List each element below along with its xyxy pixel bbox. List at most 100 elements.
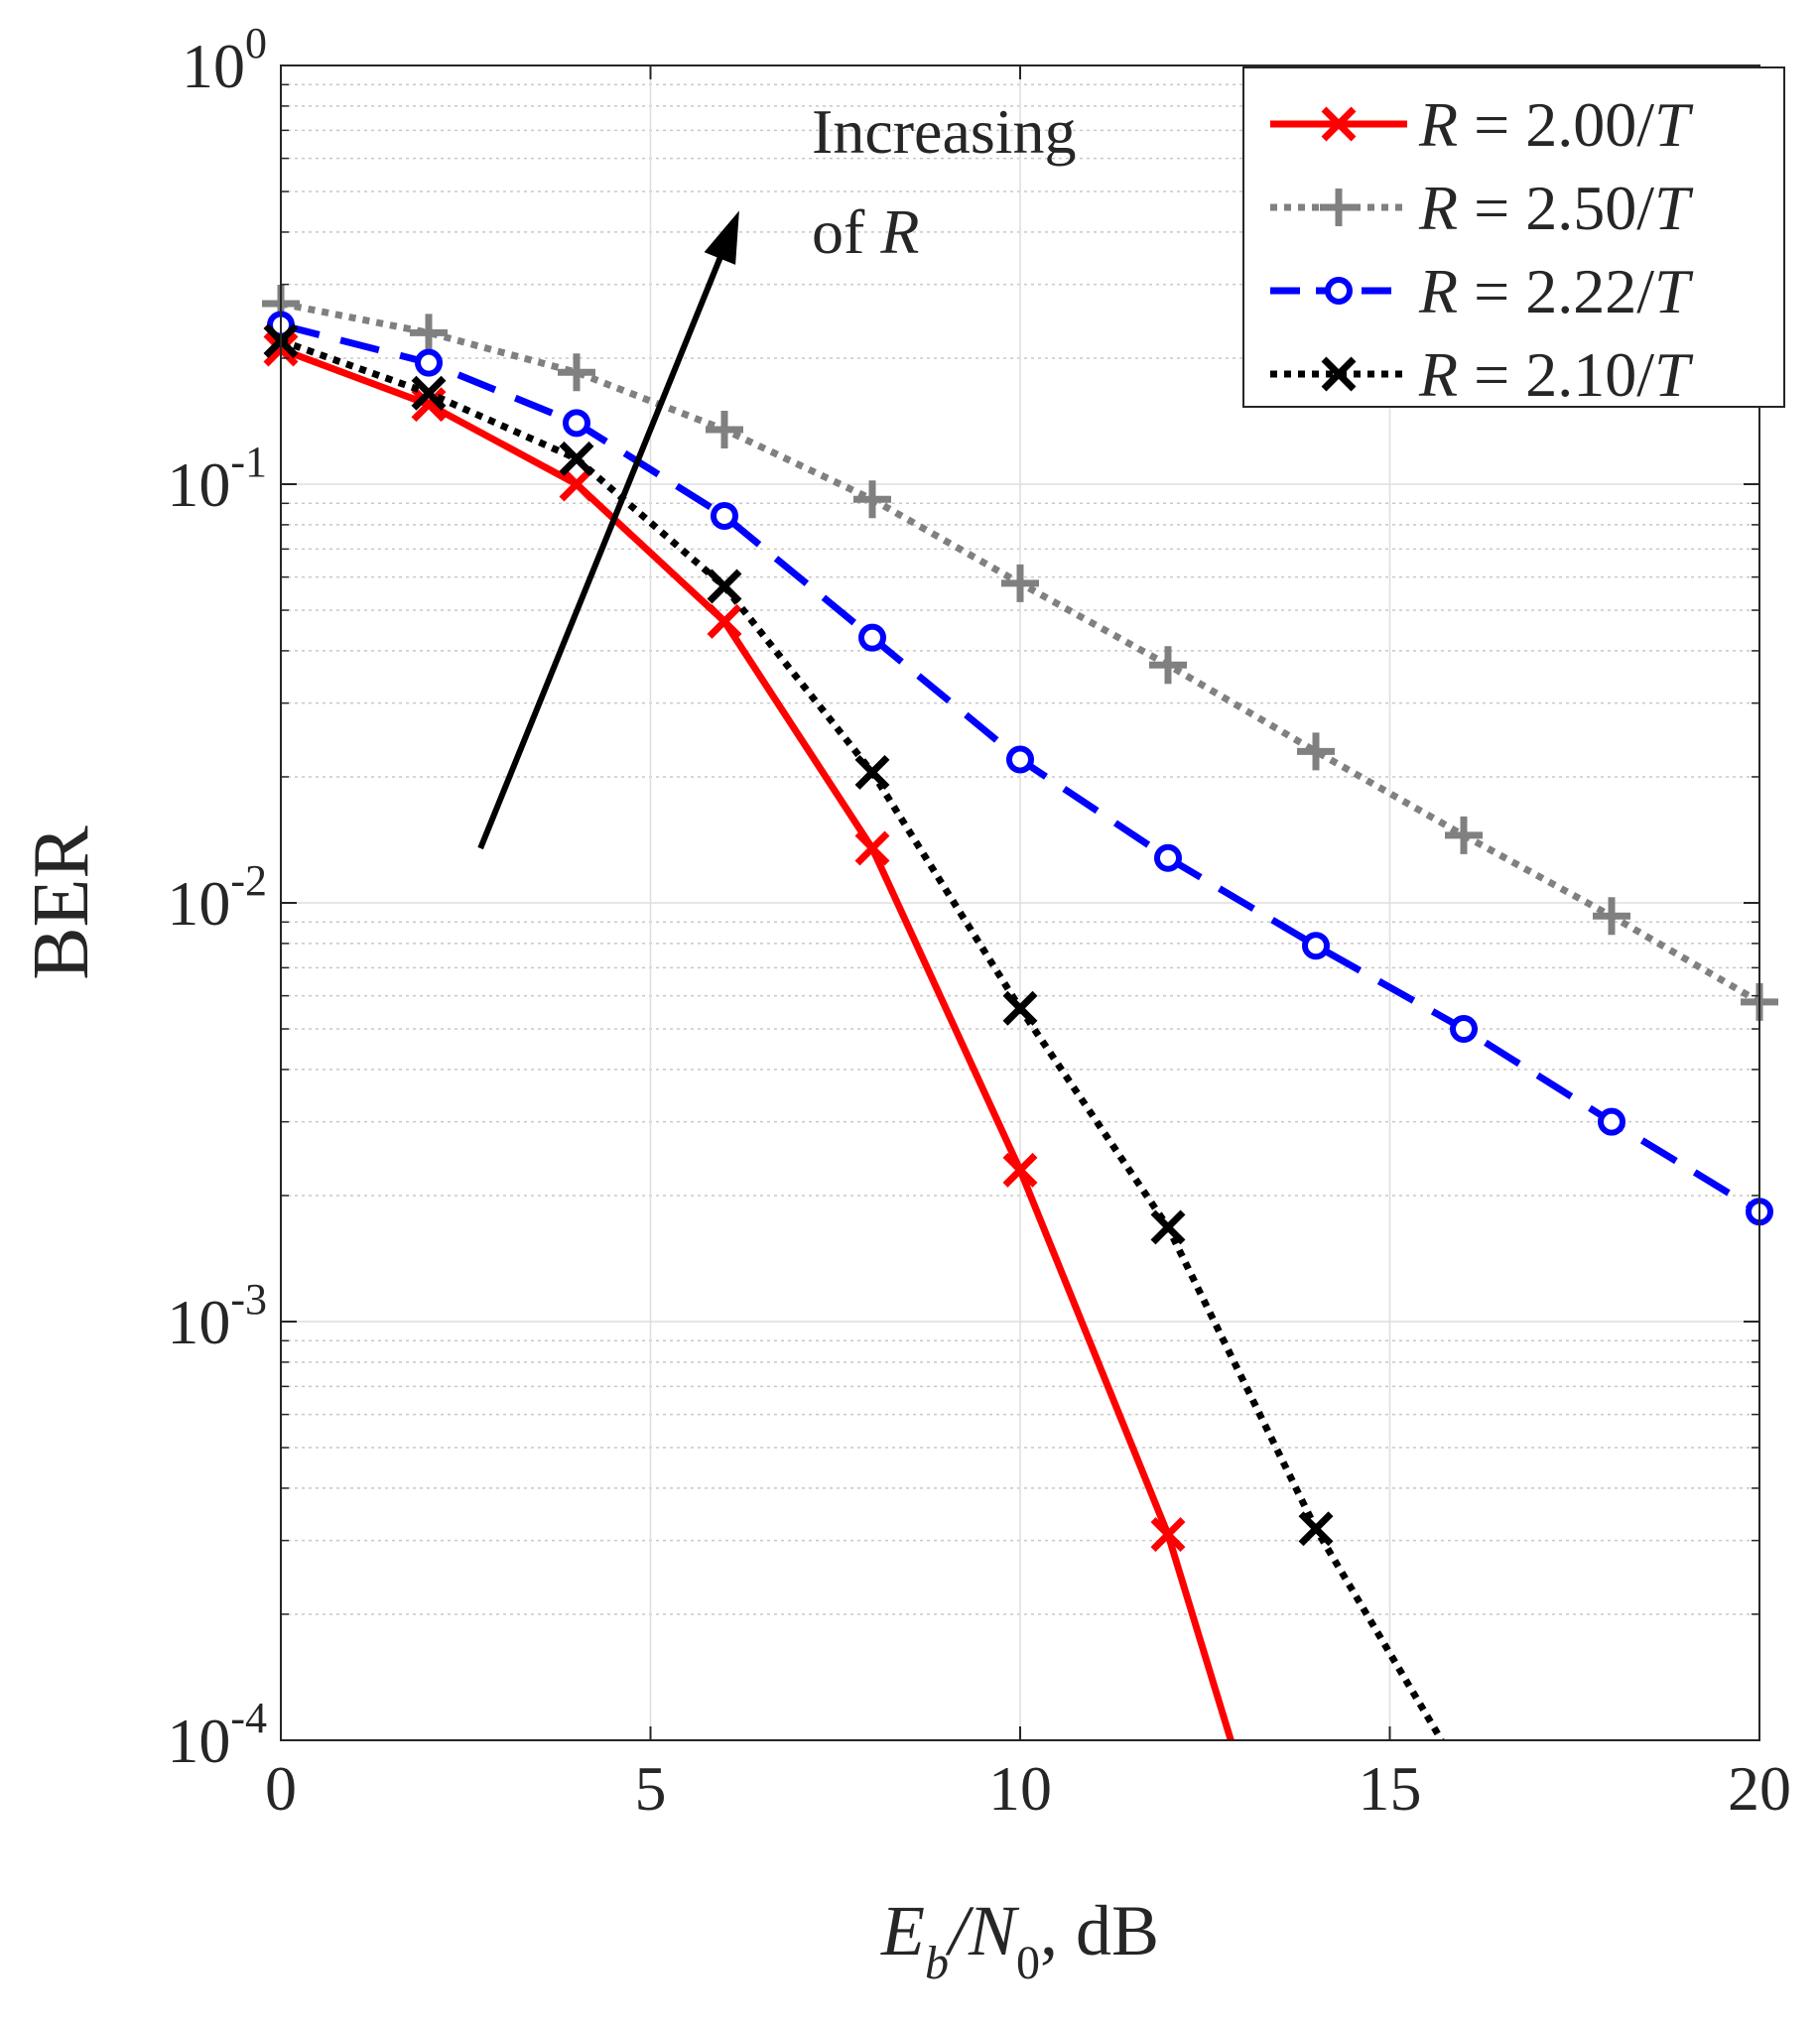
data-point <box>559 466 594 502</box>
legend-marker <box>1320 189 1358 226</box>
y-tick-base: 10 <box>167 868 230 939</box>
marker-circle <box>563 409 590 438</box>
data-point <box>707 569 742 604</box>
x-tick-label: 10 <box>988 1753 1052 1824</box>
annotation-line2: of R <box>812 196 919 267</box>
marker-x-stroke <box>559 441 594 476</box>
data-point <box>410 314 448 352</box>
marker-x-stroke <box>411 387 447 423</box>
marker-circle <box>1154 843 1182 872</box>
legend-label-var: R <box>1418 339 1458 410</box>
x-axis-label-sub-0: 0 <box>1016 1937 1040 1989</box>
legend-label-unit: T <box>1654 89 1694 160</box>
legend-item: R = 2.22/T <box>1270 256 1694 326</box>
x-tick-label: 15 <box>1359 1753 1422 1824</box>
data-point <box>706 410 743 448</box>
data-point <box>558 353 595 392</box>
data-point <box>1001 564 1039 602</box>
y-tick-exponent: -4 <box>230 1694 267 1742</box>
marker-circle <box>415 348 443 377</box>
legend-label: R = 2.10/T <box>1418 339 1694 410</box>
y-tick-base: 10 <box>167 1287 230 1357</box>
marker-x-stroke <box>854 830 890 866</box>
marker-circle <box>711 501 738 530</box>
legend-items: R = 2.00/TR = 2.50/TR = 2.22/TR = 2.10/T <box>1270 89 1694 410</box>
marker-circle <box>1450 1015 1478 1044</box>
marker-x-stroke <box>707 569 742 604</box>
marker-x-stroke <box>411 375 447 411</box>
legend-label: R = 2.50/T <box>1418 173 1694 243</box>
data-point <box>1150 1209 1186 1245</box>
data-point <box>1593 897 1630 936</box>
marker-circle <box>858 623 886 652</box>
data-point <box>1149 646 1187 685</box>
x-tick-label: 5 <box>635 1753 667 1824</box>
marker-circle <box>1325 277 1353 305</box>
y-tick-label: 10-2 <box>167 856 267 939</box>
marker-x-stroke <box>559 466 594 502</box>
legend: R = 2.00/TR = 2.50/TR = 2.22/TR = 2.10/T <box>1242 66 1785 410</box>
x-axis-label-e: E <box>880 1891 925 1970</box>
y-tick-exponent: 0 <box>245 19 267 67</box>
x-axis-label: Eb/N0, dB <box>880 1891 1159 1989</box>
legend-marker <box>1321 106 1357 142</box>
annotation-line1: Increasing <box>812 96 1077 167</box>
data-point <box>1297 732 1335 771</box>
legend-item: R = 2.00/T <box>1270 89 1694 160</box>
data-point <box>707 603 742 639</box>
x-axis-label-unit: , dB <box>1040 1891 1159 1970</box>
marker-x-stroke <box>854 754 890 790</box>
data-point <box>563 409 590 438</box>
legend-label-unit: T <box>1654 173 1694 243</box>
legend-label-unit: T <box>1654 256 1694 326</box>
legend-label-var: R <box>1418 256 1458 326</box>
data-point <box>411 375 447 411</box>
marker-circle <box>1302 932 1330 960</box>
legend-label-value: = 2.22/ <box>1458 256 1654 326</box>
legend-label-value: = 2.10/ <box>1458 339 1654 410</box>
data-point <box>559 441 594 476</box>
series-line <box>281 345 1235 1740</box>
x-tick-label: 20 <box>1728 1753 1791 1824</box>
annotation-line2-var: R <box>879 196 919 267</box>
y-axis-label: BER <box>18 825 105 980</box>
data-point <box>1002 1152 1038 1188</box>
data-point <box>1006 745 1034 774</box>
data-point <box>1154 843 1182 872</box>
data-point <box>1450 1015 1478 1044</box>
legend-marker <box>1325 277 1353 305</box>
data-point <box>853 480 891 519</box>
data-point <box>854 830 890 866</box>
y-tick-exponent: -2 <box>230 856 267 905</box>
data-point <box>415 348 443 377</box>
marker-circle <box>1006 745 1034 774</box>
data-point <box>1598 1107 1625 1136</box>
legend-label-var: R <box>1418 173 1458 243</box>
marker-circle <box>1598 1107 1625 1136</box>
y-tick-base: 10 <box>182 31 245 101</box>
x-axis-label-n: /N <box>945 1891 1020 1970</box>
annotation-arrow <box>477 249 726 850</box>
marker-x-stroke <box>1002 990 1038 1026</box>
legend-label: R = 2.00/T <box>1418 89 1694 160</box>
marker-x-stroke <box>1150 1209 1186 1245</box>
data-point <box>1445 816 1483 854</box>
legend-marker <box>1321 356 1357 392</box>
y-tick-base: 10 <box>167 449 230 520</box>
legend-label-unit: T <box>1654 339 1694 410</box>
data-point <box>1298 1511 1334 1547</box>
data-point <box>858 623 886 652</box>
marker-x-stroke <box>1321 106 1357 142</box>
annotation-line2-prefix: of <box>812 196 880 267</box>
y-tick-label: 10-4 <box>167 1694 267 1776</box>
data-point <box>411 387 447 423</box>
y-tick-exponent: -1 <box>230 438 267 486</box>
legend-label-var: R <box>1418 89 1458 160</box>
x-axis-label-sub-b: b <box>925 1937 949 1989</box>
data-point <box>854 754 890 790</box>
legend-item: R = 2.50/T <box>1270 173 1694 243</box>
x-tick-label: 0 <box>265 1753 297 1824</box>
annotation: Increasing of R <box>477 96 1077 850</box>
